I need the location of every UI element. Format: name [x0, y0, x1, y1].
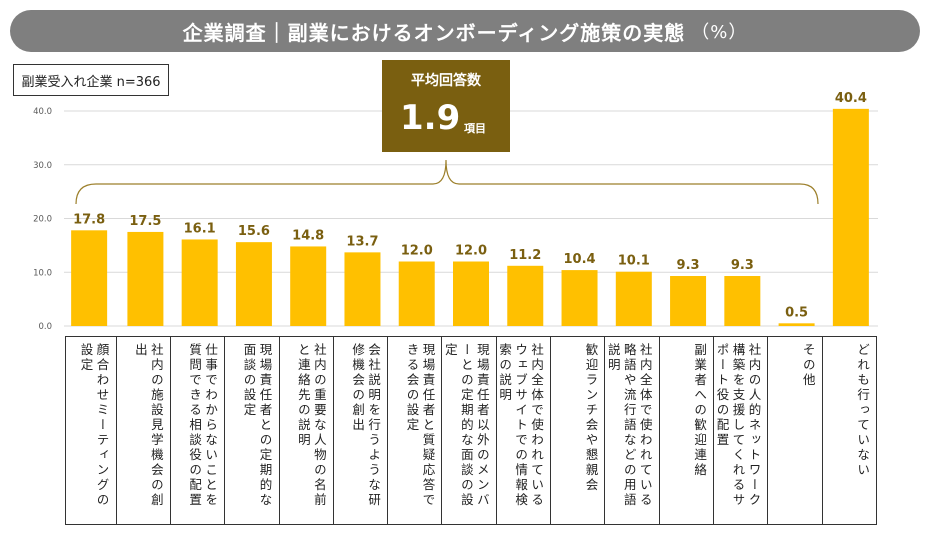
- bar: [670, 276, 707, 326]
- bar: [181, 239, 218, 326]
- bar-value-label: 15.6: [238, 224, 270, 239]
- category-cell: どれも行っていない: [821, 336, 878, 525]
- y-tick-label: 10.0: [33, 268, 52, 278]
- bar-value-label: 0.5: [785, 305, 808, 320]
- bar-value-label: 16.1: [184, 221, 216, 236]
- category-cell: 社内全体で使われているウェブサイトでの情報検索の説明: [495, 336, 552, 525]
- category-label: 社内全体で使われている略語や流行語などの用語説明: [605, 343, 653, 508]
- chart-title-unit: （%）: [691, 22, 748, 43]
- bar: [290, 246, 327, 326]
- bar: [507, 265, 544, 326]
- category-label-row: 顔合わせミーティングの設定 社内の施設見学機会の創出 仕事でわからないことを質問でき…: [65, 336, 878, 525]
- bar-value-label: 12.0: [401, 244, 433, 259]
- category-label: 社内全体で使われているウェブサイトでの情報検索の説明: [497, 343, 545, 508]
- category-label: 社内の重要な人物の名前と連絡先の説明: [295, 343, 327, 508]
- bar: [344, 252, 381, 326]
- category-cell: 副業者への歓迎連絡: [658, 336, 715, 525]
- category-cell: 社内の施設見学機会の創出: [115, 336, 171, 525]
- category-cell: 社内の重要な人物の名前と連絡先の説明: [278, 336, 334, 525]
- category-cell: 歓迎ランチ会や懇親会: [550, 336, 606, 525]
- bar: [453, 261, 489, 326]
- bar-value-label: 12.0: [455, 244, 487, 259]
- bar: [832, 108, 869, 326]
- y-tick-label: 30.0: [33, 161, 52, 171]
- bar: [71, 230, 108, 326]
- category-cell: 会社説明を行うような研修機会の創出: [332, 336, 389, 525]
- category-label: その他: [800, 343, 816, 388]
- bar: [778, 323, 815, 326]
- bar: [615, 271, 652, 326]
- bar-value-label: 9.3: [677, 258, 700, 273]
- bar-value-label: 10.4: [563, 252, 595, 267]
- chart-title: 企業調査｜副業におけるオンボーディング施策の実態: [182, 20, 686, 45]
- average-value: 1.9: [400, 98, 461, 138]
- average-label: 平均回答数: [411, 73, 481, 89]
- bar-value-label: 10.1: [618, 254, 650, 269]
- category-label: 仕事でわからないことを質問できる相談役の配置: [187, 343, 219, 508]
- sample-size-label: 副業受入れ企業 n=366: [13, 64, 169, 96]
- bar-value-label: 17.8: [73, 212, 105, 227]
- y-tick-label: 20.0: [33, 215, 52, 225]
- category-label: 現場責任者との定期的な面談の設定: [241, 343, 273, 508]
- category-label: 現場責任者と質疑応答できる会の設定: [404, 343, 436, 508]
- bar-value-label: 14.8: [292, 228, 324, 243]
- average-answer-box: 平均回答数 1.9 項目: [382, 60, 510, 152]
- category-label: 社内の施設見学機会の創出: [132, 343, 164, 508]
- bar: [724, 276, 761, 326]
- bar: [561, 270, 598, 326]
- category-cell: 社内全体で使われている略語や流行語などの用語説明: [604, 336, 660, 525]
- category-label: 社内の人的ネットワーク構築を支援してくれるサポート役の配置: [714, 343, 762, 508]
- y-tick-label: 40.0: [33, 107, 52, 117]
- bar-value-label: 40.4: [835, 91, 867, 106]
- category-cell: 仕事でわからないことを質問できる相談役の配置: [169, 336, 226, 525]
- average-unit: 項目: [464, 122, 486, 135]
- bar: [235, 242, 272, 326]
- bar-value-label: 9.3: [731, 258, 754, 273]
- category-label: 歓迎ランチ会や懇親会: [583, 343, 599, 493]
- category-cell: 顔合わせミーティングの設定: [65, 336, 117, 525]
- average-bracket: [75, 159, 819, 205]
- category-label: 副業者への歓迎連絡: [692, 343, 708, 478]
- y-tick-label: 0.0: [38, 322, 52, 332]
- category-label: 現場責任者以外のメンバーとの定期的な面談の設定: [442, 343, 490, 508]
- category-cell: その他: [767, 336, 823, 525]
- bar: [127, 231, 164, 326]
- category-label: どれも行っていない: [855, 343, 871, 478]
- bar-value-label: 11.2: [509, 248, 541, 263]
- bar: [398, 261, 435, 326]
- bar-value-label: 13.7: [346, 234, 378, 249]
- category-cell: 現場責任者以外のメンバーとの定期的な面談の設定: [441, 336, 497, 525]
- chart-title-bar: 企業調査｜副業におけるオンボーディング施策の実態 （%）: [10, 10, 920, 52]
- category-cell: 現場責任者と質疑応答できる会の設定: [387, 336, 443, 525]
- category-cell: 社内の人的ネットワーク構築を支援してくれるサポート役の配置: [713, 336, 769, 525]
- category-label: 顔合わせミーティングの設定: [78, 343, 110, 508]
- category-label: 会社説明を行うような研修機会の創出: [350, 343, 382, 508]
- bar-value-label: 17.5: [129, 214, 161, 229]
- category-cell: 現場責任者との定期的な面談の設定: [224, 336, 280, 525]
